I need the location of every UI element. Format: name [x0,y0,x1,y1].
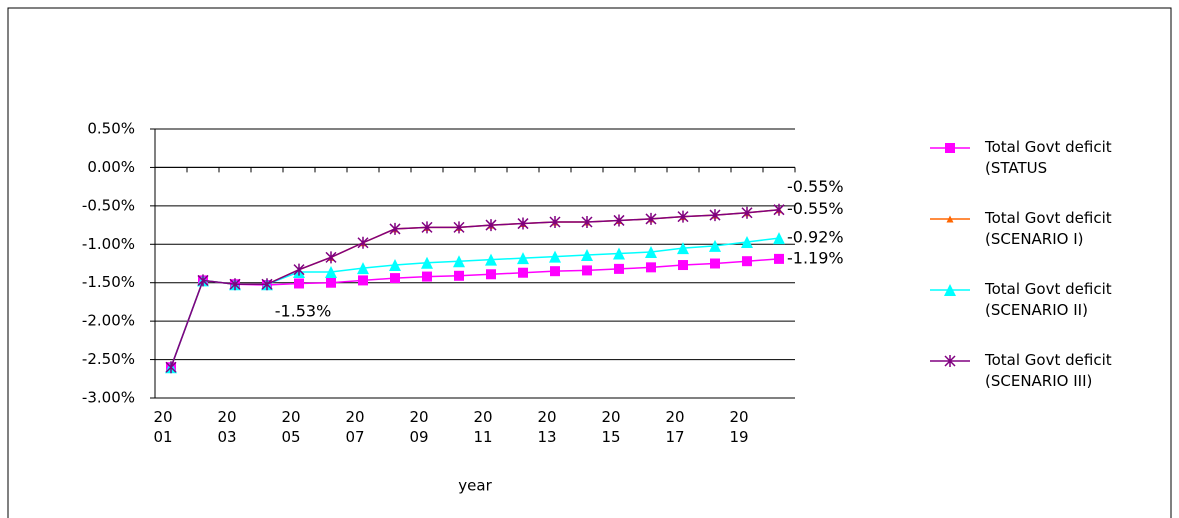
marker [422,271,432,282]
marker [453,221,465,234]
marker [645,212,657,225]
legend-label: Total Govt deficit (STATUS [985,138,1112,177]
series-line [170,258,780,368]
marker [261,278,273,291]
x-tick-label: 2007 [345,408,365,446]
marker [549,215,561,228]
marker [358,275,368,286]
marker [944,355,956,367]
marker [197,274,209,287]
marker [357,262,369,275]
marker [581,215,593,228]
marker [709,209,721,222]
x-tick-label: 2017 [665,408,685,446]
x-tick-label: 2013 [537,408,557,446]
marker [613,247,625,260]
marker [325,251,337,264]
marker [518,267,528,278]
x-tick-label: 2015 [601,408,621,446]
marker [773,203,785,216]
marker [357,236,369,249]
legend-label: Total Govt deficit (SCENARIO III) [985,351,1112,390]
x-axis-title: year [458,477,492,495]
marker [773,232,785,245]
legend-label: Total Govt deficit (SCENARIO I) [985,209,1112,248]
marker [741,235,753,248]
y-tick-label: -0.50% [82,196,135,214]
marker [614,263,624,274]
marker [453,255,465,268]
marker [946,215,954,223]
marker [582,265,592,276]
marker [613,214,625,227]
marker [326,277,336,288]
marker [645,245,657,258]
x-tick-label: 2001 [153,408,173,446]
marker [165,361,177,374]
marker [709,239,721,252]
marker [485,253,497,266]
marker [710,258,720,269]
data-label: -1.53% [275,302,332,321]
marker [742,256,752,267]
marker [293,263,305,276]
marker [229,278,241,291]
marker [741,206,753,219]
marker [945,143,955,153]
marker [325,265,337,278]
marker [389,222,401,235]
y-tick-label: 0.00% [87,158,135,176]
data-label: -1.19% [787,248,844,267]
data-label: -0.55% [787,199,844,218]
marker [677,210,689,223]
x-tick-label: 2003 [217,408,237,446]
marker [517,252,529,265]
series-line [170,208,780,368]
y-tick-label: -1.50% [82,273,135,291]
marker [581,249,593,262]
marker [677,242,689,255]
marker [517,217,529,230]
marker [389,259,401,272]
y-tick-label: -2.00% [82,312,135,330]
marker [646,262,656,273]
marker [550,266,560,277]
marker [486,269,496,280]
x-tick-label: 2019 [729,408,749,446]
marker [678,260,688,271]
marker [774,253,784,264]
marker [421,221,433,234]
marker [944,284,956,296]
data-label: -0.92% [787,228,844,247]
x-tick-label: 2011 [473,408,493,446]
marker [421,256,433,269]
marker [485,219,497,232]
chart-border [7,7,1172,518]
marker [454,270,464,281]
y-tick-label: 0.50% [87,120,135,138]
legend-label: Total Govt deficit (SCENARIO II) [985,280,1112,319]
y-tick-label: -1.00% [82,235,135,253]
data-label: -0.55% [787,177,844,196]
marker [549,250,561,263]
marker [294,278,304,289]
y-tick-label: -3.00% [82,389,135,407]
x-tick-label: 2005 [281,408,301,446]
y-tick-label: -2.50% [82,350,135,368]
marker [390,273,400,284]
x-tick-label: 2009 [409,408,429,446]
